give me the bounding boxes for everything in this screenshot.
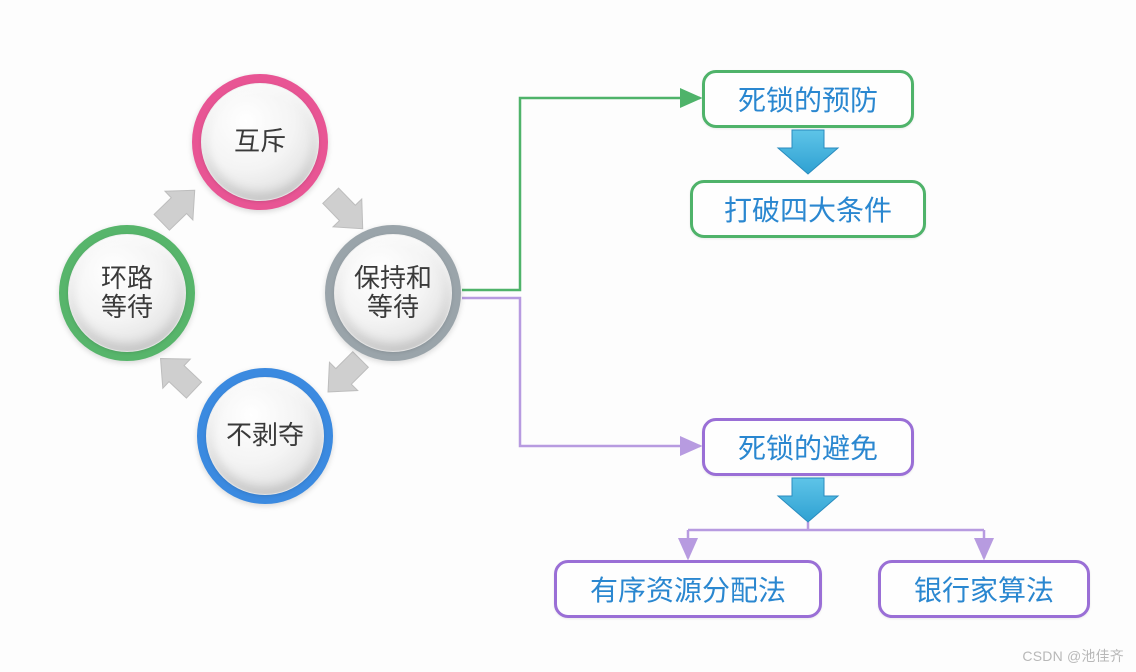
- box-break4: 打破四大条件: [690, 180, 926, 238]
- box-avoid-label: 死锁的避免: [738, 427, 878, 467]
- cycle-arrow-nopreempt-circular: [147, 344, 208, 405]
- cycle-arrow-hold-nopreempt: [314, 345, 375, 406]
- cycle-arrow-mutex-hold: [316, 182, 377, 243]
- node-hold-label: 保持和等待: [348, 264, 438, 322]
- cycle-arrow-circular-mutex: [148, 176, 209, 237]
- node-nopreempt-label: 不剥夺: [220, 421, 310, 450]
- box-banker-label: 银行家算法: [914, 569, 1054, 609]
- box-ordered: 有序资源分配法: [554, 560, 822, 618]
- box-banker: 银行家算法: [878, 560, 1090, 618]
- box-avoid: 死锁的避免: [702, 418, 914, 476]
- node-mutex-label: 互斥: [228, 127, 292, 156]
- connectors-group: [462, 98, 984, 558]
- node-mutex: 互斥: [202, 84, 318, 200]
- node-nopreempt: 不剥夺: [207, 378, 323, 494]
- box-prevent-label: 死锁的预防: [738, 79, 878, 119]
- box-prevent: 死锁的预防: [702, 70, 914, 128]
- node-circular: 环路等待: [69, 235, 185, 351]
- box-ordered-label: 有序资源分配法: [590, 569, 786, 609]
- diagram-canvas: 互斥 保持和等待 不剥夺 环路等待 死锁的预防 打破四大条件 死锁的避免 有序资…: [0, 0, 1136, 672]
- box-break4-label: 打破四大条件: [724, 189, 892, 229]
- prevent-to-break4: [778, 130, 838, 174]
- node-circular-label: 环路等待: [95, 264, 159, 322]
- connector-hold-to-avoid: [462, 298, 700, 446]
- node-hold: 保持和等待: [335, 235, 451, 351]
- watermark: CSDN @池佳齐: [1022, 646, 1124, 666]
- connector-hold-to-prevent: [462, 98, 700, 290]
- avoid-to-children: [778, 478, 838, 522]
